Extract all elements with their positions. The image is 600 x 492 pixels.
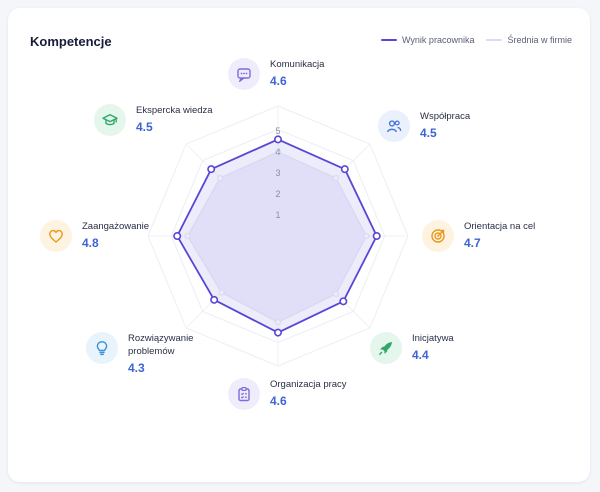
rocket-icon: [370, 332, 402, 364]
legend-line-employee: [381, 39, 398, 41]
competency-text: Ekspercka wiedza 4.5: [136, 104, 214, 134]
competency-value: 4.3: [128, 361, 145, 375]
series-company-point-8: [216, 174, 224, 182]
competency-text: Zaangażowanie 4.8: [82, 220, 149, 250]
series-employee-point-4: [339, 297, 348, 306]
competency-value: 4.8: [82, 236, 99, 250]
competency-text: Komunikacja 4.6: [270, 58, 324, 88]
legend-line-company: [486, 39, 503, 41]
competency-text: Orientacja na cel 4.7: [464, 220, 535, 250]
competency-value: 4.4: [412, 348, 429, 362]
competency-4[interactable]: Inicjatywa 4.4: [370, 332, 454, 364]
competency-text: Inicjatywa 4.4: [412, 332, 454, 362]
radial-tick-label-4: 4: [275, 147, 280, 157]
card-title: Kompetencje: [30, 34, 112, 49]
series-employee-point-1: [273, 135, 282, 144]
competency-value: 4.6: [270, 74, 287, 88]
series-company-point-3: [363, 232, 370, 240]
competency-label: Zaangażowanie: [82, 221, 150, 232]
chat-icon: [228, 58, 260, 90]
competency-value: 4.6: [270, 394, 287, 408]
competency-text: Współpraca 4.5: [420, 110, 470, 140]
series-company-point-7: [184, 232, 191, 240]
competency-6[interactable]: Rozwiązywanie problemów 4.3: [86, 332, 206, 375]
series-employee-point-8: [207, 165, 216, 174]
series-employee-point-6: [210, 295, 219, 304]
competency-value: 4.5: [136, 120, 153, 134]
clipboard-icon: [228, 378, 260, 410]
users-icon: [378, 110, 410, 142]
series-company-point-1: [274, 148, 282, 156]
competency-label: Ekspercka wiedza: [136, 105, 213, 116]
competency-3[interactable]: Orientacja na cel 4.7: [422, 220, 535, 252]
competency-label: Orientacja na cel: [464, 221, 536, 232]
legend-item-employee[interactable]: Wynik pracownika: [381, 35, 474, 45]
radial-tick-label-3: 3: [275, 168, 280, 178]
series-company-point-2: [332, 174, 340, 182]
legend-label-company: Średnia w firmie: [507, 35, 572, 45]
competency-label: Komunikacja: [270, 59, 325, 70]
competency-value: 4.7: [464, 236, 481, 250]
competency-label: Organizacja pracy: [270, 379, 347, 390]
series-company-point-6: [218, 289, 225, 296]
competency-8[interactable]: Ekspercka wiedza 4.5: [94, 104, 214, 136]
competency-label: Inicjatywa: [412, 333, 454, 344]
series-employee-point-7: [173, 232, 182, 241]
competency-text: Organizacja pracy 4.6: [270, 378, 347, 408]
competency-7[interactable]: Zaangażowanie 4.8: [40, 220, 149, 252]
competency-text: Rozwiązywanie problemów 4.3: [128, 332, 206, 375]
competency-label: Współpraca: [420, 111, 471, 122]
competency-1[interactable]: Komunikacja 4.6: [228, 58, 324, 90]
series-company-point-4: [332, 290, 340, 298]
series-company-point-5: [274, 319, 282, 326]
graduation-cap-icon: [94, 104, 126, 136]
series-employee-point-5: [273, 328, 282, 337]
radial-tick-label-2: 2: [275, 189, 280, 199]
target-icon: [422, 220, 454, 252]
chart-legend: Wynik pracownika Średnia w firmie: [369, 35, 572, 45]
legend-label-employee: Wynik pracownika: [402, 35, 475, 45]
lightbulb-icon: [86, 332, 118, 364]
competency-value: 4.5: [420, 126, 437, 140]
competency-5[interactable]: Organizacja pracy 4.6: [228, 378, 347, 410]
radial-tick-label-1: 1: [275, 210, 280, 220]
series-employee-point-3: [372, 232, 381, 241]
heart-icon: [40, 220, 72, 252]
competency-2[interactable]: Współpraca 4.5: [378, 110, 470, 142]
radial-tick-label-5: 5: [275, 126, 280, 136]
legend-item-company[interactable]: Średnia w firmie: [486, 35, 572, 45]
competency-label: Rozwiązywanie problemów: [128, 333, 194, 357]
series-employee-point-2: [340, 165, 349, 174]
